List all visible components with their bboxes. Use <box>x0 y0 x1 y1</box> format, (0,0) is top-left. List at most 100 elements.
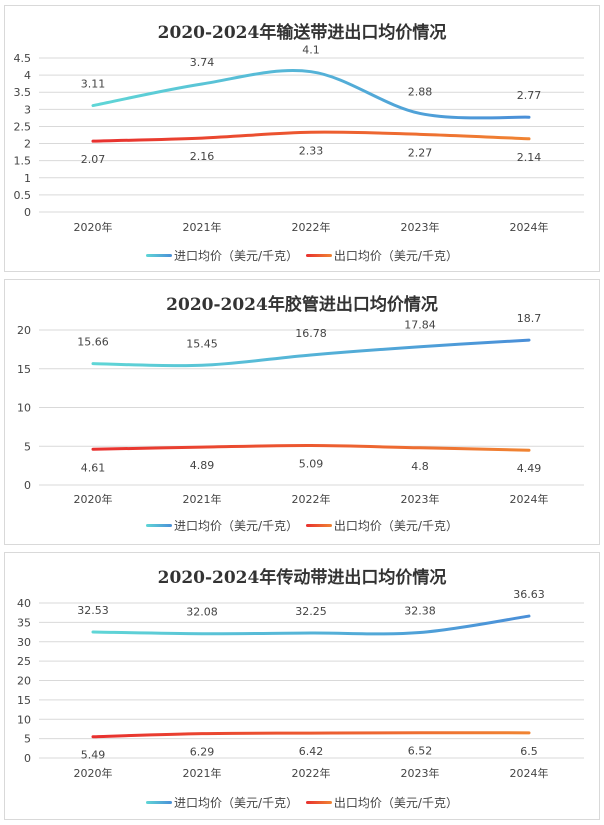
export-data-label: 4.89 <box>190 459 215 472</box>
y-tick-label: 35 <box>17 616 31 629</box>
x-tick-label: 2021年 <box>183 766 222 780</box>
export-data-label: 2.33 <box>299 144 324 157</box>
export-data-label: 2.16 <box>190 150 215 163</box>
export-data-label: 5.09 <box>299 458 324 471</box>
chart-plot: 0 5 10 15 20 25 30 35 40 2020年 2021年 2022年 2023年 2024… <box>17 588 584 780</box>
legend-item-export: 出口均价（美元/千克） <box>305 794 458 811</box>
y-tick-label: 3.5 <box>14 86 32 99</box>
y-tick-label: 5 <box>24 733 31 746</box>
y-tick-label: 1 <box>24 172 31 185</box>
import-data-label: 15.66 <box>77 336 109 349</box>
chart-title: 2020-2024年传动带进出口均价情况 <box>157 568 447 588</box>
legend: 进口均价（美元/千克） 出口均价（美元/千克） <box>5 246 599 264</box>
legend-label: 出口均价（美元/千克） <box>333 519 458 533</box>
y-tick-label: 15 <box>17 363 31 376</box>
import-data-label: 18.7 <box>517 312 542 325</box>
import-data-label: 32.25 <box>295 605 327 618</box>
x-tick-label: 2024年 <box>510 492 549 506</box>
import-data-label: 2.77 <box>517 89 542 102</box>
import-data-label: 32.38 <box>404 605 436 618</box>
x-tick-label: 2024年 <box>510 766 549 780</box>
y-tick-label: 2.5 <box>14 120 32 133</box>
legend-label: 进口均价（美元/千克） <box>174 519 299 533</box>
y-tick-label: 10 <box>17 402 31 415</box>
legend: 进口均价（美元/千克） 出口均价（美元/千克） <box>5 793 599 811</box>
legend-item-import: 进口均价（美元/千克） <box>146 247 298 264</box>
chart-plot: 0 5 10 15 20 2020年 2021年 2022年 2023年 2024年 15.66 15… <box>17 312 584 506</box>
legend-label: 进口均价（美元/千克） <box>174 249 299 263</box>
x-tick-label: 2023年 <box>401 220 440 234</box>
chart-panel-transmission-belt: 2020-2024年传动带进出口均价情况 0 5 10 15 20 25 30 35 40 202… <box>4 552 600 820</box>
export-data-label: 6.29 <box>190 746 215 759</box>
export-price-line <box>91 444 531 452</box>
import-data-label: 36.63 <box>513 588 545 601</box>
legend-label: 进口均价（美元/千克） <box>174 796 299 810</box>
y-tick-label: 2 <box>24 138 31 151</box>
chart-panel-conveyor-belt: 2020-2024年输送带进出口均价情况 0 0.5 1 1.5 2 2.5 3 3.5 4 4.… <box>4 5 600 272</box>
x-tick-label: 2022年 <box>292 220 331 234</box>
legend-label: 出口均价（美元/千克） <box>333 796 458 810</box>
y-tick-label: 20 <box>17 324 31 337</box>
x-tick-label: 2023年 <box>401 492 440 506</box>
y-tick-label: 0 <box>24 752 31 765</box>
export-data-label: 5.49 <box>81 749 106 762</box>
y-tick-label: 3 <box>24 103 31 116</box>
import-data-label: 15.45 <box>186 337 218 350</box>
export-price-line <box>91 130 531 143</box>
import-data-label: 32.53 <box>77 604 109 617</box>
export-data-label: 2.07 <box>81 153 106 166</box>
legend-item-export: 出口均价（美元/千克） <box>305 247 458 264</box>
y-tick-label: 0 <box>24 206 31 219</box>
chart-title: 2020-2024年输送带进出口均价情况 <box>157 23 447 43</box>
import-price-line <box>91 614 531 636</box>
legend-item-import: 进口均价（美元/千克） <box>146 794 298 811</box>
y-tick-label: 25 <box>17 655 31 668</box>
legend-swatch-import <box>146 254 173 257</box>
legend-swatch-import <box>146 524 173 527</box>
y-tick-label: 0 <box>24 479 31 492</box>
legend: 进口均价（美元/千克） 出口均价（美元/千克） <box>5 516 599 534</box>
import-data-label: 17.84 <box>404 319 436 332</box>
legend-item-export: 出口均价（美元/千克） <box>305 517 458 534</box>
export-data-label: 4.49 <box>517 462 542 475</box>
legend-swatch-export <box>305 801 332 804</box>
import-data-label: 32.08 <box>186 606 218 619</box>
export-data-label: 4.61 <box>81 461 106 474</box>
x-tick-label: 2020年 <box>74 220 113 234</box>
y-tick-label: 40 <box>17 597 31 610</box>
import-price-line <box>91 69 531 120</box>
x-tick-label: 2021年 <box>183 220 222 234</box>
export-data-label: 6.5 <box>520 745 538 758</box>
x-tick-label: 2020年 <box>74 492 113 506</box>
y-tick-label: 4 <box>24 69 31 82</box>
legend-label: 出口均价（美元/千克） <box>333 249 458 263</box>
y-tick-label: 4.5 <box>14 52 32 65</box>
export-data-label: 4.8 <box>411 460 429 473</box>
y-tick-label: 0.5 <box>14 189 32 202</box>
legend-swatch-import <box>146 801 173 804</box>
legend-swatch-export <box>305 254 332 257</box>
x-tick-label: 2023年 <box>401 766 440 780</box>
chart-title: 2020-2024年胶管进出口均价情况 <box>166 295 438 315</box>
import-data-label: 3.11 <box>81 78 106 91</box>
x-tick-label: 2020年 <box>74 766 113 780</box>
export-price-line <box>91 731 531 739</box>
y-tick-label: 10 <box>17 713 31 726</box>
export-data-label: 6.42 <box>299 745 324 758</box>
export-data-label: 2.14 <box>517 151 542 164</box>
y-tick-label: 1.5 <box>14 155 32 168</box>
x-tick-label: 2022年 <box>292 492 331 506</box>
import-price-line <box>91 338 531 368</box>
legend-swatch-export <box>305 524 332 527</box>
import-data-label: 16.78 <box>295 327 327 340</box>
y-tick-label: 5 <box>24 440 31 453</box>
legend-item-import: 进口均价（美元/千克） <box>146 517 298 534</box>
y-tick-label: 20 <box>17 675 31 688</box>
import-data-label: 4.1 <box>302 44 320 57</box>
chart-panel-hose: 2020-2024年胶管进出口均价情况 0 5 10 15 20 2020年 2021年 20… <box>4 279 600 545</box>
x-tick-label: 2024年 <box>510 220 549 234</box>
x-tick-label: 2022年 <box>292 766 331 780</box>
import-data-label: 3.74 <box>190 56 215 69</box>
export-data-label: 2.27 <box>408 146 433 159</box>
chart-plot: 0 0.5 1 1.5 2 2.5 3 3.5 4 4.5 2020年 2021年 2022年 2023年… <box>14 44 584 234</box>
